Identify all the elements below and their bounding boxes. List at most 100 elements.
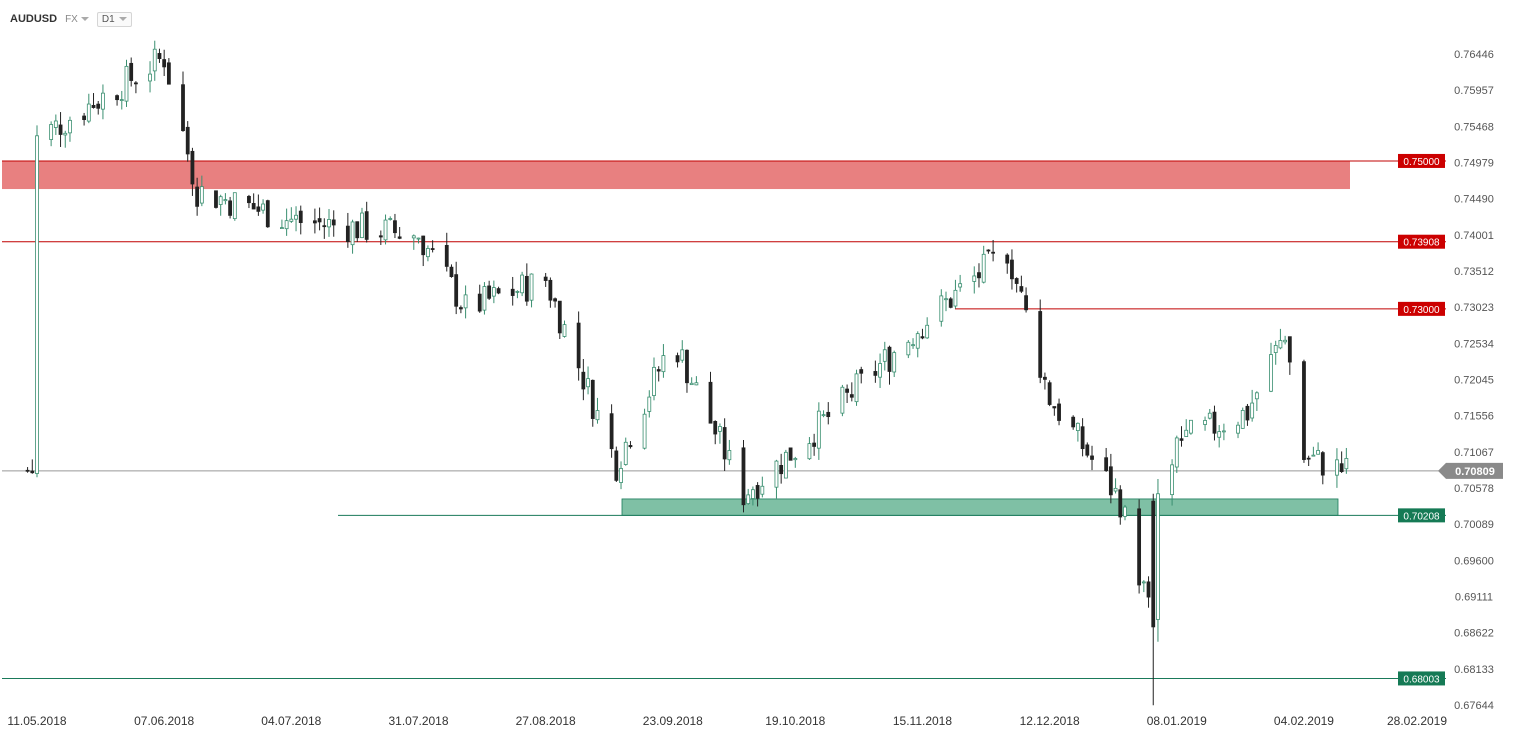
candle[interactable] [675,352,680,368]
candle[interactable] [859,366,864,384]
candle[interactable] [647,390,652,418]
candle[interactable] [1250,389,1255,422]
candle[interactable] [1038,299,1043,384]
candle[interactable] [1302,359,1306,463]
candle[interactable] [1118,485,1123,525]
candle[interactable] [656,366,661,382]
candle[interactable] [393,213,397,239]
candle[interactable] [1306,455,1311,467]
candle[interactable] [548,277,553,308]
candle[interactable] [265,199,270,228]
candle[interactable] [1146,576,1151,608]
candle[interactable] [878,353,882,388]
candle[interactable] [751,486,755,506]
candle[interactable] [1335,448,1339,488]
candle[interactable] [619,461,623,490]
candle[interactable] [981,245,986,284]
candle[interactable] [185,121,190,162]
candle[interactable] [284,208,289,236]
candle[interactable] [788,447,793,461]
candle[interactable] [915,331,920,358]
candle[interactable] [1174,435,1179,473]
candle[interactable] [1151,493,1156,706]
candle[interactable] [680,340,685,363]
candle[interactable] [1273,340,1278,365]
candle[interactable] [887,345,892,385]
candle[interactable] [458,305,463,314]
candle[interactable] [96,100,101,115]
candle[interactable] [845,384,850,403]
candle[interactable] [1203,416,1207,431]
candle[interactable] [821,410,826,418]
candle[interactable] [652,357,656,401]
candle[interactable] [477,284,482,313]
candle[interactable] [491,280,496,304]
candle[interactable] [247,194,251,209]
candle[interactable] [430,240,435,253]
candle[interactable] [586,366,590,395]
candle[interactable] [1005,253,1010,274]
candle[interactable] [454,261,459,315]
candle[interactable] [694,376,699,386]
candle[interactable] [195,177,200,216]
candle[interactable] [1207,408,1212,420]
candle[interactable] [115,94,119,106]
candle[interactable] [322,218,327,239]
candle[interactable] [1043,372,1047,390]
candle[interactable] [520,271,525,297]
candle[interactable] [906,340,911,359]
candle[interactable] [779,453,784,484]
candle[interactable] [166,58,171,85]
candle[interactable] [298,205,303,235]
candle[interactable] [1221,423,1226,441]
candle[interactable] [1080,418,1085,457]
candle[interactable] [1254,391,1259,411]
candle[interactable] [378,230,383,245]
candle[interactable] [925,317,930,339]
candle[interactable] [232,192,237,221]
candle[interactable] [1269,342,1273,393]
candle[interactable] [444,232,449,272]
candle[interactable] [1184,419,1189,438]
candle[interactable] [383,214,388,245]
candle[interactable] [152,40,157,81]
candle[interactable] [1010,249,1014,290]
candle[interactable] [327,209,331,237]
candle[interactable] [529,273,534,308]
candle[interactable] [562,320,567,338]
candle[interactable] [807,437,812,460]
candle[interactable] [345,212,350,248]
candle[interactable] [411,234,416,250]
candle[interactable] [119,90,124,110]
candle[interactable] [129,57,134,87]
candle[interactable] [1085,442,1090,458]
candle[interactable] [49,121,54,147]
candle[interactable] [63,130,68,148]
candle[interactable] [1141,580,1146,593]
candle[interactable] [256,194,261,216]
candle[interactable] [590,379,595,427]
candle[interactable] [1137,499,1142,594]
candle[interactable] [958,274,963,292]
candle[interactable] [261,199,265,214]
candle[interactable] [331,210,336,237]
candle[interactable] [360,207,364,239]
candle[interactable] [1283,335,1288,345]
timeframe-selector[interactable]: D1 [96,11,132,27]
candle[interactable] [1057,398,1061,426]
candle[interactable] [416,237,421,244]
candle[interactable] [746,488,751,505]
candle[interactable] [774,459,779,499]
candle[interactable] [854,369,859,406]
candle[interactable] [487,280,492,300]
candle[interactable] [91,93,96,109]
candle[interactable] [849,382,854,402]
candle[interactable] [199,175,204,207]
candle[interactable] [882,341,887,371]
candle[interactable] [1108,453,1113,504]
candle[interactable] [482,282,487,315]
candle[interactable] [58,112,63,147]
candle[interactable] [364,201,369,243]
candle[interactable] [1019,275,1024,294]
